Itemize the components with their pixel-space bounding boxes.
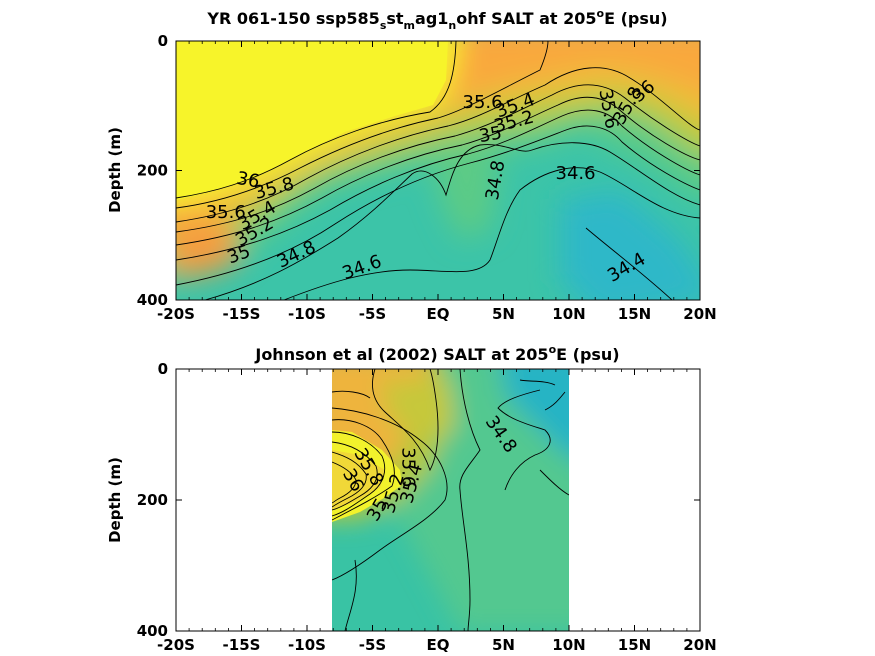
contour-label: 34.6	[556, 163, 596, 184]
y-tick-label: 0	[158, 32, 168, 50]
x-tick-label: 10N	[552, 305, 585, 323]
y-tick-label: 400	[137, 291, 168, 309]
bottom-panel: Johnson et al (2002) SALT at 205oE (psu)	[106, 343, 717, 654]
x-tick-label: -15S	[223, 305, 261, 323]
x-tick-label: -20S	[157, 636, 195, 654]
x-tick-label: -10S	[288, 636, 326, 654]
contour-label: 36	[235, 168, 261, 193]
bottom-contour-lines	[332, 369, 569, 631]
x-tick-label: -15S	[223, 636, 261, 654]
x-tick-label: EQ	[427, 305, 450, 323]
x-tick-label: 20N	[683, 305, 716, 323]
bottom-title: Johnson et al (2002) SALT at 205oE (psu)	[254, 343, 619, 364]
bottom-ticks: -20S -15S -10S -5S EQ 5N 10N 15N 20N 0 200 400	[137, 360, 717, 654]
x-tick-label: -5S	[359, 305, 386, 323]
contour-label: 35.6	[397, 447, 418, 487]
x-tick-label: 20N	[683, 636, 716, 654]
top-contour-lines	[176, 41, 700, 300]
top-ylabel: Depth (m)	[106, 127, 124, 213]
contour-label: 35.6	[206, 202, 246, 223]
x-tick-label: EQ	[427, 636, 450, 654]
top-ticks: -20S -15S -10S -5S EQ 5N 10N 15N 20N 0 200 400	[137, 32, 717, 323]
contour-label: 35	[477, 123, 503, 148]
y-tick-label: 400	[137, 622, 168, 640]
bottom-ylabel: Depth (m)	[106, 457, 124, 543]
y-tick-label: 200	[137, 162, 168, 180]
y-tick-label: 0	[158, 360, 168, 378]
top-title: YR 061-150 ssp585sstmag1nohf SALT at 205…	[206, 7, 667, 32]
x-tick-label: -20S	[157, 305, 195, 323]
top-panel: YR 061-150 ssp585sstmag1nohf SALT at 205…	[106, 7, 717, 323]
x-tick-label: -10S	[288, 305, 326, 323]
y-tick-label: 200	[137, 491, 168, 509]
x-tick-label: 5N	[492, 636, 515, 654]
x-tick-label: 15N	[618, 636, 651, 654]
x-tick-label: 5N	[492, 305, 515, 323]
x-tick-label: 15N	[618, 305, 651, 323]
x-tick-label: 10N	[552, 636, 585, 654]
x-tick-label: -5S	[359, 636, 386, 654]
contour-label: 35.6	[463, 92, 503, 113]
